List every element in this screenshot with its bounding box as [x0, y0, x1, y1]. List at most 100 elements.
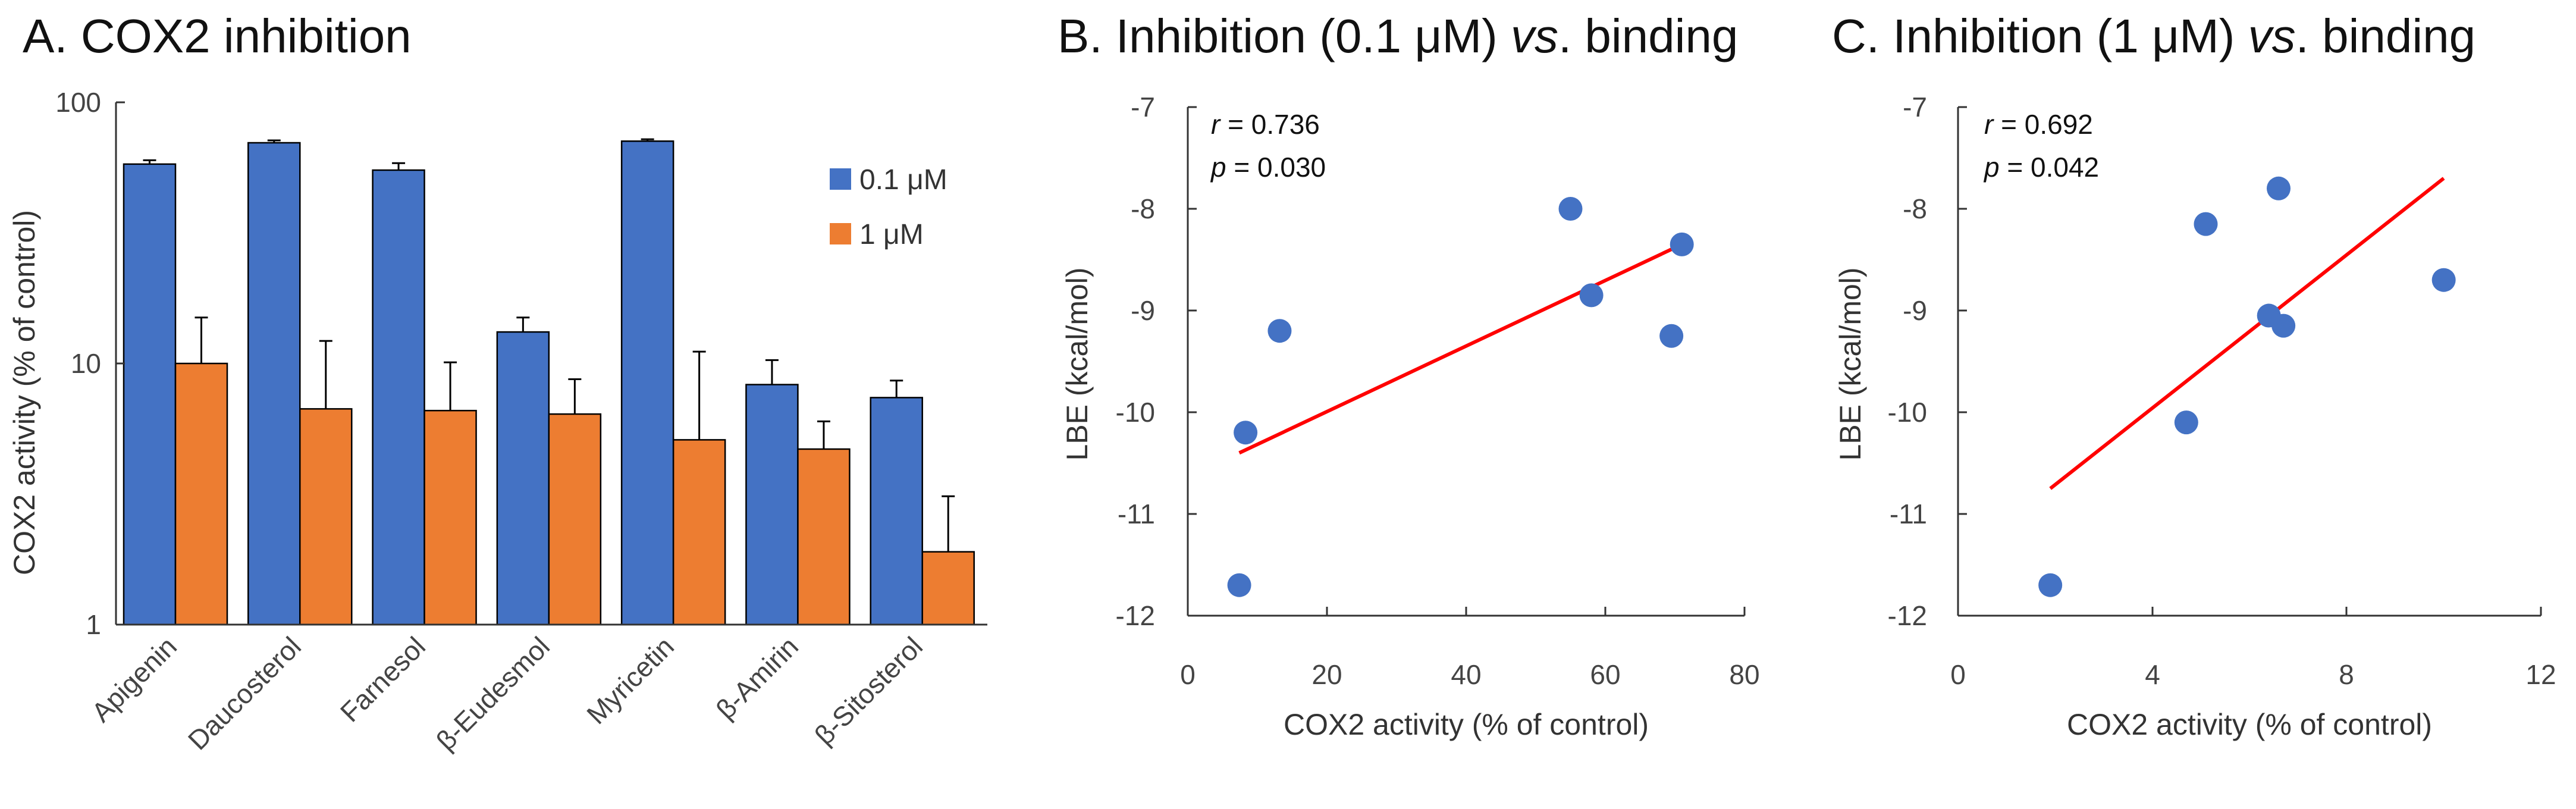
panel-b-trendline [1238, 243, 1683, 455]
panel-c-title-prefix: C. Inhibition (1 μM) [1832, 10, 2248, 62]
panel-c-p-label: p [1983, 152, 2000, 183]
panel-b-title-prefix: B. Inhibition (0.1 μM) [1058, 10, 1511, 62]
panel-c-x-tick-0: 0 [1950, 659, 1966, 690]
panel-c-p-stat: p = 0.042 [1983, 152, 2099, 183]
panel-c-y-tick-m10: -10 [1888, 397, 1927, 428]
legend-swatch-1um [830, 223, 851, 244]
panel-c: C. Inhibition (1 μM) vs. binding LBE (kc… [1832, 10, 2556, 741]
panel-a-y-axis-label: COX2 activity (% of control) [8, 210, 41, 575]
panel-c-trendline-segment [2049, 177, 2445, 490]
bar-farnesol-1-um [423, 409, 477, 626]
panel-c-point-5 [2271, 313, 2296, 338]
bar-beta-eudesmol-1-um [548, 413, 602, 626]
panel-c-point-4 [2267, 176, 2291, 200]
panel-a-y-tick-10: 10 [71, 348, 101, 379]
panel-b-y-tick-m12: -12 [1116, 600, 1155, 631]
panel-a: A. COX2 inhibition COX2 activity (% of c… [8, 10, 987, 756]
panel-a-error-bars [143, 138, 955, 552]
bar-apigenin-0-1-um [123, 163, 177, 626]
panel-c-point-2 [2194, 212, 2218, 236]
panel-c-y-tick-m11: -11 [1890, 498, 1927, 529]
panel-c-x-tick-4: 4 [2145, 659, 2160, 690]
panel-c-point-1 [2174, 410, 2198, 435]
bar-daucosterol-0-1-um [247, 142, 301, 626]
panel-a-y-tick-1: 1 [86, 609, 101, 640]
panel-a-legend: 0.1 μM 1 μM [830, 164, 947, 250]
panel-b-x-tick-labels: 0 20 40 60 80 [1180, 659, 1759, 690]
panel-b-point-4 [1579, 283, 1604, 308]
panel-a-x-tick-myricetin: Myricetin [581, 631, 680, 730]
panel-a-y-tick-100: 100 [55, 87, 101, 118]
panel-c-x-tick-labels: 0 4 8 12 [1950, 659, 2556, 690]
legend-swatch-0p1um [830, 168, 851, 190]
panel-b-point-1 [1234, 421, 1258, 445]
panel-b-x-tick-40: 40 [1451, 659, 1481, 690]
panel-a-x-tick-beta-amirin: β-Amirin [710, 631, 804, 725]
bar-beta-sitosterol-1-um [921, 551, 975, 626]
panel-b-p-label: p [1210, 152, 1226, 183]
panel-b-points [1227, 197, 1694, 597]
panel-a-title: A. COX2 inhibition [23, 10, 412, 62]
panel-b-trendline-segment [1238, 243, 1683, 455]
bar-apigenin-1-um [174, 362, 228, 626]
panel-c-y-tick-m12: -12 [1888, 600, 1927, 631]
panel-c-trendline [2049, 177, 2445, 490]
panel-c-y-tick-m7: -7 [1903, 92, 1927, 123]
panel-c-r-value: = 0.692 [1993, 109, 2093, 140]
bar-farnesol-0-1-um [372, 169, 425, 626]
panel-c-p-value: = 0.042 [2000, 152, 2100, 183]
bar-beta-amirin-0-1-um [745, 384, 799, 626]
panel-c-points [2038, 176, 2456, 597]
panel-b-point-5 [1659, 324, 1684, 348]
panel-a-x-tick-labels: Apigenin Daucosterol Farnesol β-Eudesmol… [86, 631, 928, 756]
panel-b-x-tick-80: 80 [1729, 659, 1759, 690]
panel-a-x-tick-daucosterol: Daucosterol [182, 631, 307, 755]
panel-a-x-tick-apigenin: Apigenin [86, 631, 183, 728]
bar-beta-sitosterol-0-1-um [870, 397, 923, 626]
panel-b-point-3 [1558, 197, 1583, 221]
panel-b-point-2 [1267, 319, 1292, 343]
panel-c-title-suffix: . binding [2296, 10, 2475, 62]
panel-c-y-tick-m9: -9 [1903, 295, 1927, 326]
panel-b-title-suffix: . binding [1558, 10, 1738, 62]
panel-b-r-label: r [1211, 109, 1221, 140]
panel-b-point-0 [1227, 573, 1251, 597]
bar-myricetin-1-um [672, 439, 726, 626]
panel-b-title: B. Inhibition (0.1 μM) vs. binding [1058, 10, 1738, 62]
panel-b-y-tick-m8: -8 [1131, 193, 1155, 224]
panel-a-x-tick-beta-eudesmol: β-Eudesmol [430, 631, 556, 756]
panel-b-y-tick-labels: -7 -8 -9 -10 -11 -12 [1116, 92, 1155, 631]
panel-b-y-tick-m7: -7 [1131, 92, 1155, 123]
panel-c-x-tick-8: 8 [2339, 659, 2354, 690]
panel-c-r-stat: r = 0.692 [1984, 109, 2093, 140]
panel-b-y-tick-m10: -10 [1116, 397, 1155, 428]
panel-b-tickmarks [1188, 106, 1746, 616]
panel-c-point-0 [2038, 573, 2063, 597]
panel-c-title: C. Inhibition (1 μM) vs. binding [1832, 10, 2475, 62]
panel-b-p-value: = 0.030 [1226, 152, 1326, 183]
panel-c-y-tick-m8: -8 [1903, 193, 1927, 224]
panel-a-bars [123, 140, 975, 626]
panel-b-y-axis-label: LBE (kcal/mol) [1060, 267, 1094, 460]
panel-b-p-stat: p = 0.030 [1210, 152, 1326, 183]
panel-c-tickmarks [1958, 106, 2542, 616]
panel-c-x-axis-label: COX2 activity (% of control) [2067, 708, 2432, 741]
panel-b-r-value: = 0.736 [1220, 109, 1320, 140]
bar-beta-eudesmol-0-1-um [496, 331, 550, 626]
panel-c-r-label: r [1984, 109, 1994, 140]
panel-c-y-axis-label: LBE (kcal/mol) [1834, 267, 1867, 460]
panel-c-x-tick-12: 12 [2525, 659, 2556, 690]
panel-a-x-tick-farnesol: Farnesol [334, 631, 431, 728]
panel-b-x-tick-20: 20 [1311, 659, 1342, 690]
panel-c-title-italic: vs [2248, 10, 2296, 62]
panel-b-y-tick-m9: -9 [1131, 295, 1155, 326]
bar-daucosterol-1-um [299, 408, 353, 626]
panel-c-point-6 [2431, 268, 2456, 292]
panel-b-x-tick-60: 60 [1590, 659, 1620, 690]
legend-label-0p1um: 0.1 μM [859, 164, 947, 196]
bar-beta-amirin-1-um [797, 448, 851, 626]
panel-a-x-tick-beta-sitosterol: β-Sitosterol [808, 631, 928, 751]
panel-b-title-italic: vs [1511, 10, 1558, 62]
panel-b: B. Inhibition (0.1 μM) vs. binding LBE (… [1058, 10, 1760, 741]
